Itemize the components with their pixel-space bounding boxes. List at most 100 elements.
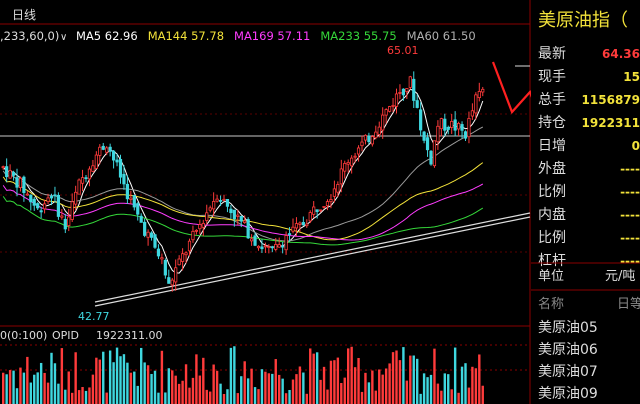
candle-body <box>422 131 426 141</box>
candle-body <box>419 109 423 131</box>
volume-bar <box>191 377 195 404</box>
volume-bar <box>246 378 250 404</box>
volume-bar <box>278 374 281 404</box>
contract-list-item[interactable]: 美原油07 <box>538 364 598 380</box>
candle-body <box>267 246 271 249</box>
volume-bar <box>136 385 139 404</box>
volume-bar <box>188 387 191 404</box>
candle-body <box>270 246 274 249</box>
volume-bar <box>264 371 267 404</box>
candle-body <box>318 209 323 212</box>
candle-body <box>22 176 26 193</box>
candle-body <box>39 210 43 213</box>
contract-list-item[interactable]: 美原油09 <box>538 386 598 402</box>
candle-body <box>80 177 85 184</box>
volume-bar <box>298 366 302 404</box>
contract-list-item[interactable]: 美原油06 <box>538 342 598 358</box>
volume-bar <box>8 370 12 404</box>
volume-bar <box>381 374 384 404</box>
quote-row-label: 日增 <box>538 138 566 154</box>
candle-body <box>125 183 129 200</box>
candle-body <box>87 168 92 180</box>
ma-line <box>2 126 484 242</box>
volume-bar <box>447 374 450 404</box>
candle-body <box>70 201 74 220</box>
candle-body <box>187 240 192 252</box>
ma-legend-item: MA144 57.78 <box>148 29 224 43</box>
candle-body <box>343 163 347 172</box>
candle-body <box>170 279 174 286</box>
candle-body <box>308 212 312 222</box>
candle-body <box>94 154 98 169</box>
candle-body <box>11 171 16 176</box>
candle-body <box>15 177 19 188</box>
volume-bar <box>236 393 239 404</box>
candle-body <box>18 177 23 188</box>
candle-body <box>439 118 443 130</box>
candle-body <box>256 245 261 249</box>
candle-body <box>49 195 54 199</box>
candle-body <box>332 188 337 197</box>
candle-body <box>184 252 188 256</box>
quote-title: 美原油指（ <box>538 10 628 31</box>
candle-body <box>401 88 406 96</box>
contract-list-item[interactable]: 美原油05 <box>538 320 598 336</box>
volume-bar <box>402 347 405 404</box>
chevron-down-icon[interactable]: ∨ <box>60 32 67 43</box>
quote-row-label: 最新 <box>538 46 566 62</box>
volume-bar <box>39 362 43 404</box>
volume-bar <box>77 390 81 404</box>
candle-body <box>367 135 371 143</box>
candle-body <box>450 121 454 128</box>
volume-bar <box>457 392 460 404</box>
quote-row-value: 15 <box>623 70 640 84</box>
candle-body <box>394 93 399 107</box>
volume-bar <box>364 372 367 404</box>
candle-body <box>132 195 136 208</box>
candle-body <box>149 232 154 238</box>
ma-line <box>2 162 484 241</box>
candle-body <box>336 184 340 193</box>
volume-bar <box>202 357 205 404</box>
contract-list[interactable]: 美原油05 美原油06 美原油07 美原油09 <box>538 320 598 402</box>
volume-bar <box>478 354 481 404</box>
volume-bar <box>226 389 229 404</box>
volume-bar <box>436 383 440 404</box>
candle-body <box>160 257 164 260</box>
candle-body <box>353 155 357 158</box>
candle-body <box>249 238 254 242</box>
candle-body <box>346 162 350 165</box>
quote-row-value: ---- <box>620 208 640 222</box>
candle-body <box>215 198 219 202</box>
candle-body <box>429 150 433 165</box>
unit-label: 单位 <box>538 269 564 284</box>
volume-bar <box>302 372 305 404</box>
candle-body <box>291 226 295 232</box>
candle-body <box>305 223 309 227</box>
candle-body <box>105 147 109 153</box>
volume-bar <box>177 383 181 404</box>
volume-bar <box>443 373 446 404</box>
volume-bar <box>271 373 274 404</box>
candle-body <box>481 88 485 93</box>
volume-bar <box>378 369 381 404</box>
volume-bar <box>91 374 95 404</box>
volume-bar <box>215 370 219 404</box>
quote-panel <box>531 0 640 404</box>
volume-bar <box>195 354 198 404</box>
period-label[interactable]: 日线 <box>12 8 36 22</box>
volume-bar <box>284 393 288 404</box>
candle-body <box>53 194 57 197</box>
indicator-params[interactable]: ,233,60,0) <box>0 29 59 43</box>
volume-bar <box>233 346 236 404</box>
volume-bar <box>153 370 157 404</box>
volume-bar <box>126 362 129 404</box>
volume-bar <box>26 356 29 404</box>
volume-bar <box>253 387 257 404</box>
candle-body <box>263 245 268 248</box>
candle-body <box>198 224 202 230</box>
candle-body <box>77 179 81 195</box>
volume-bar <box>50 352 53 404</box>
candle-body <box>60 215 64 218</box>
